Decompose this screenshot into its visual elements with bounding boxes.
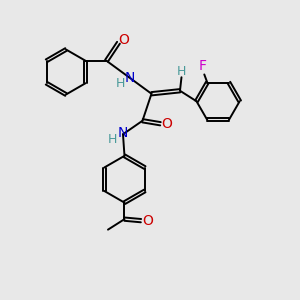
Text: O: O xyxy=(162,117,172,131)
Text: F: F xyxy=(199,59,207,73)
Text: N: N xyxy=(117,126,128,140)
Text: H: H xyxy=(116,77,125,90)
Text: O: O xyxy=(118,33,129,47)
Text: O: O xyxy=(142,214,153,228)
Text: H: H xyxy=(108,133,117,146)
Text: N: N xyxy=(124,71,135,85)
Text: H: H xyxy=(177,65,186,78)
